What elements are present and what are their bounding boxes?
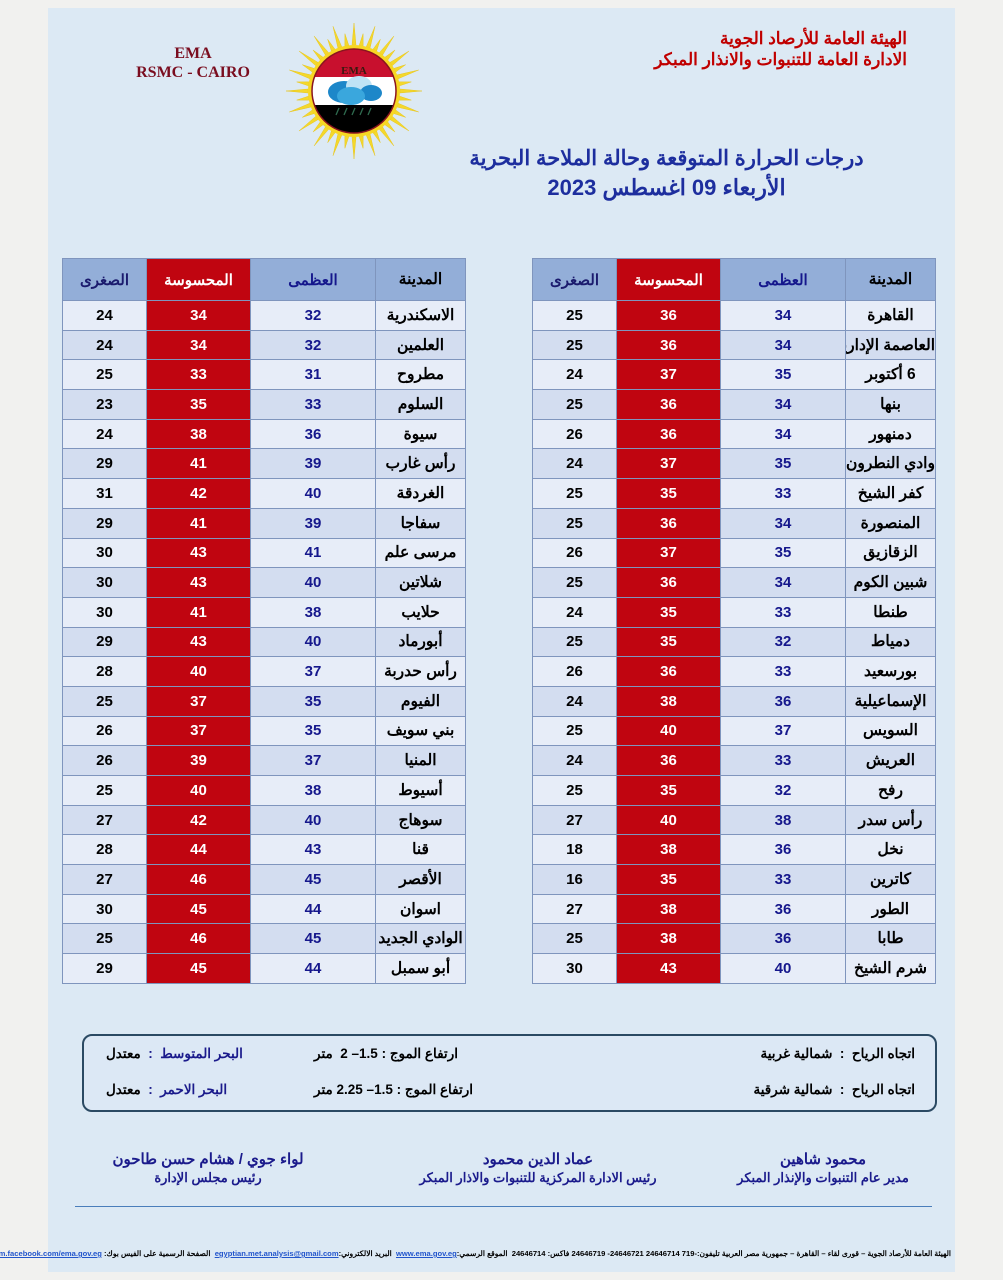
svg-text:EMA: EMA <box>341 65 367 77</box>
